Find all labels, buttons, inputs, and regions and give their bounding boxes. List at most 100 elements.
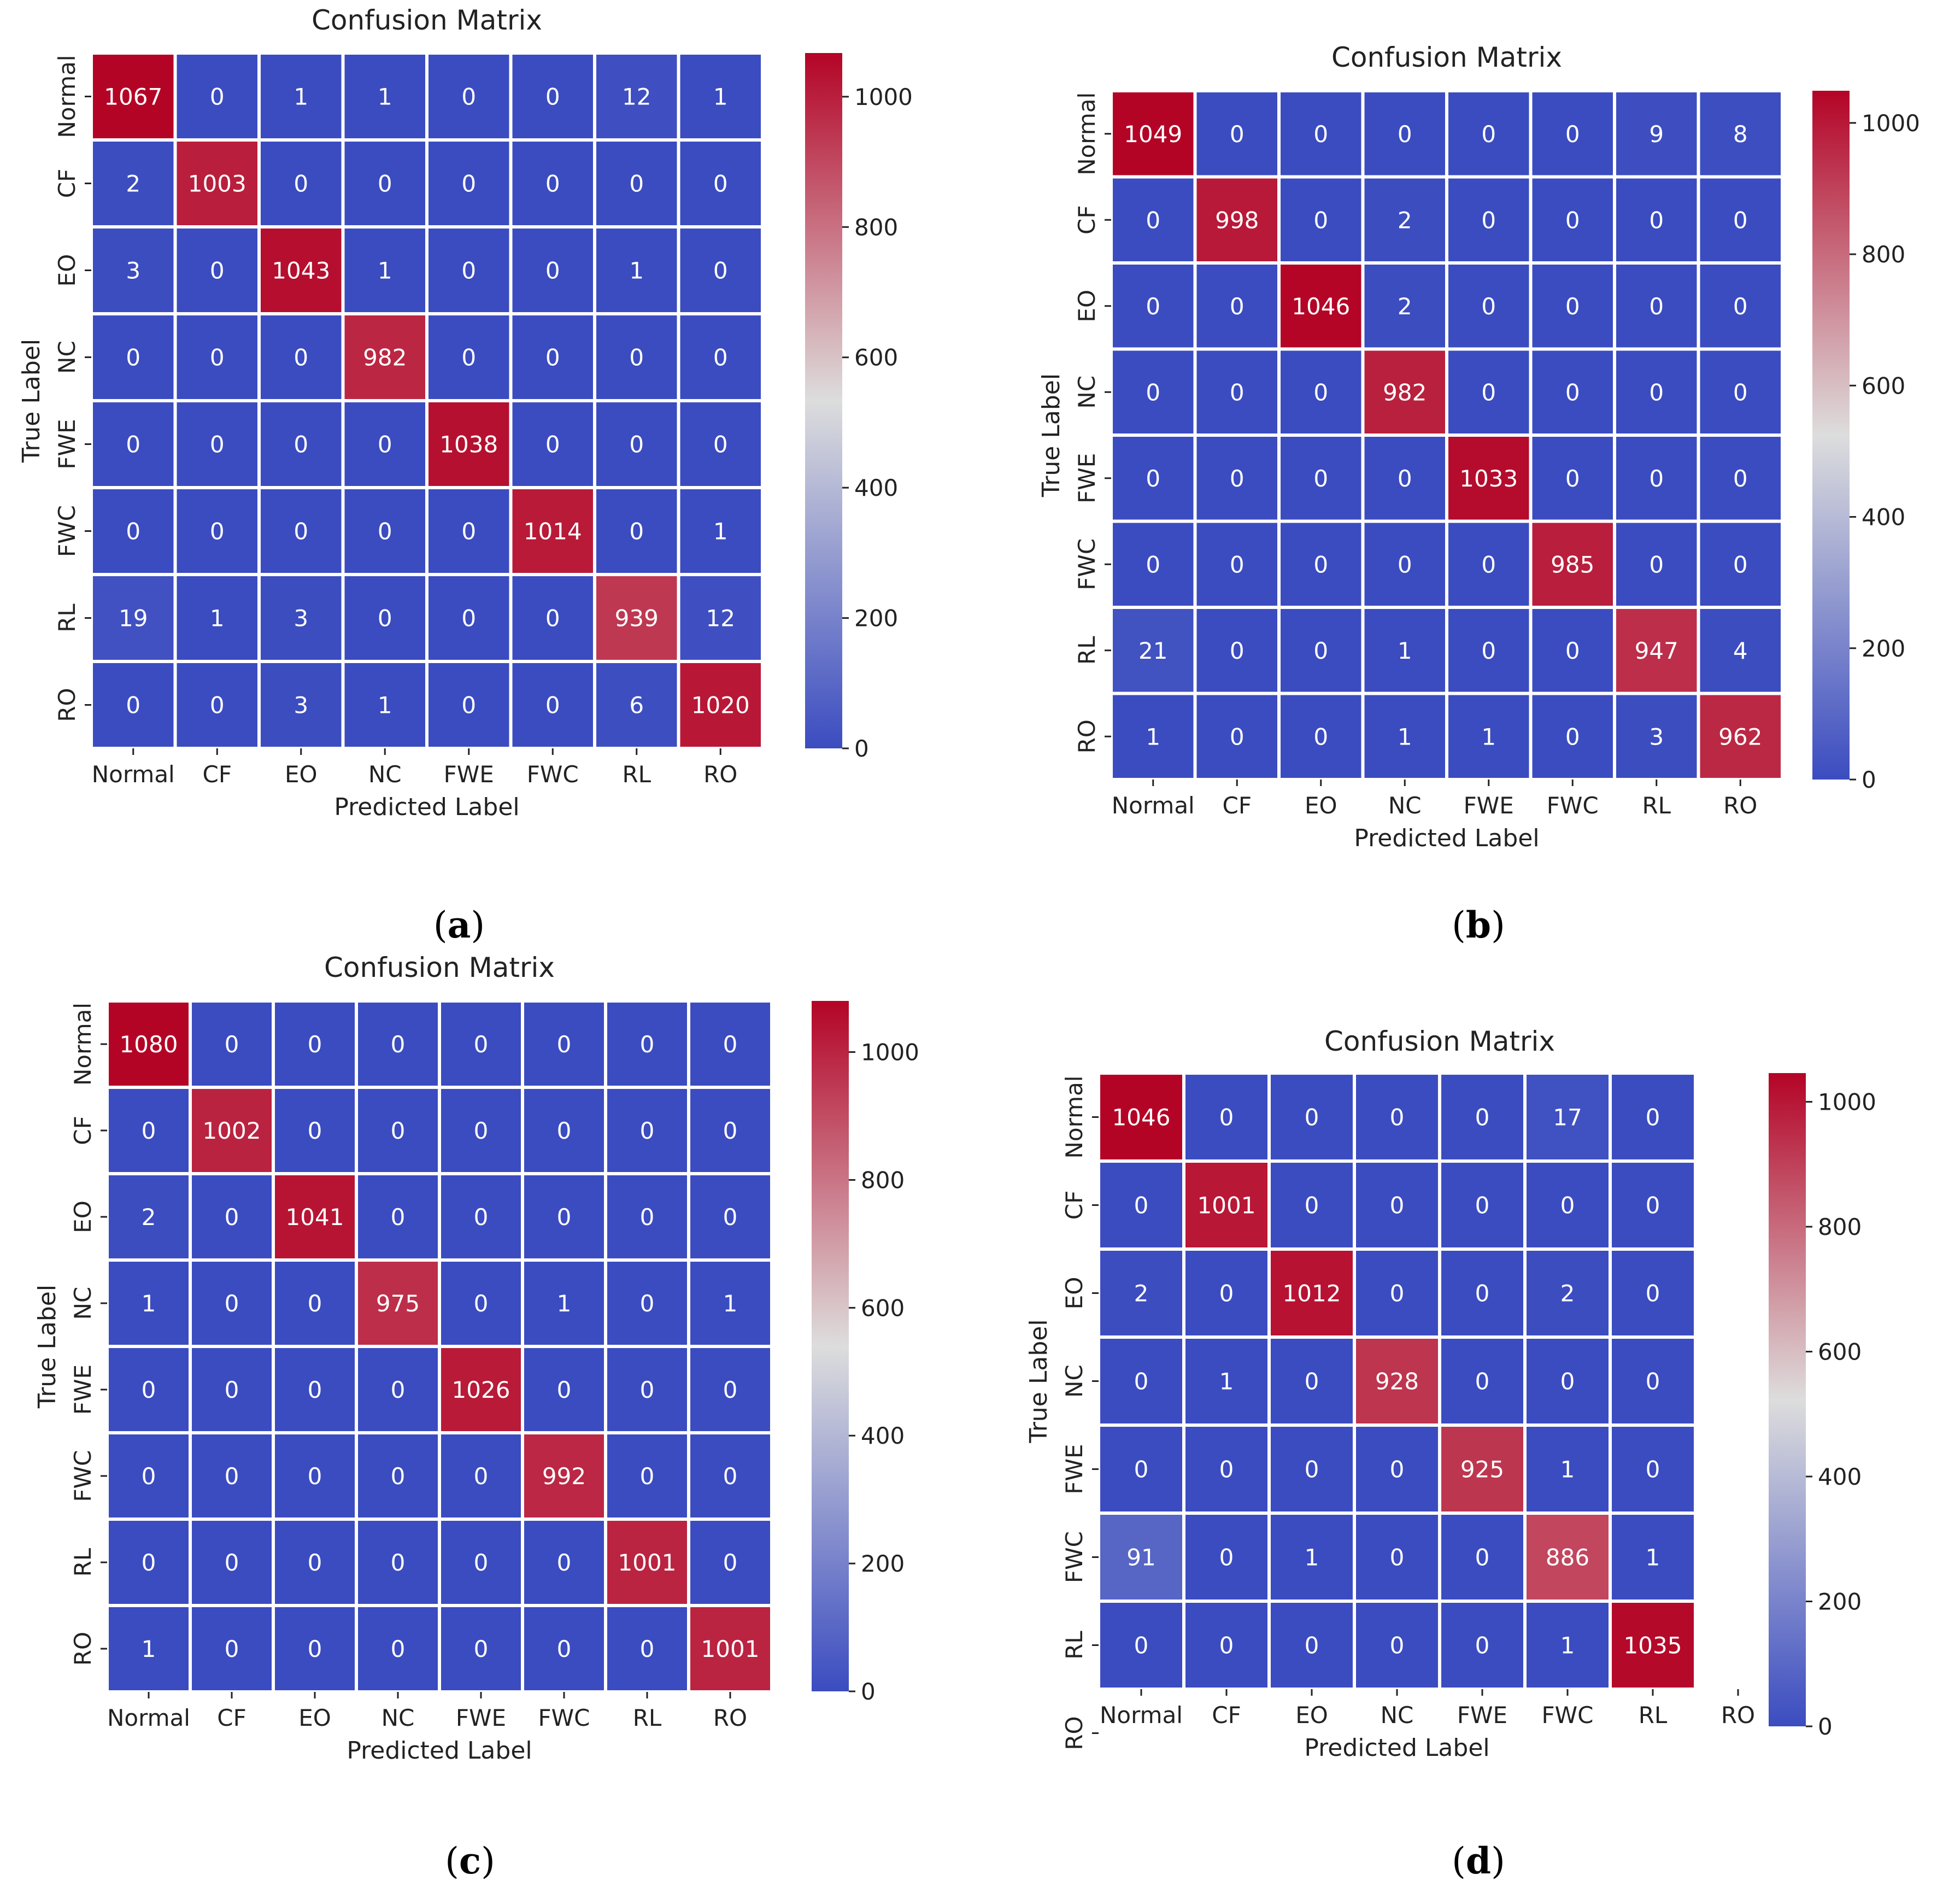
y-tick-label: Normal xyxy=(69,1003,96,1086)
cell-value: 0 xyxy=(142,1117,156,1144)
cell-value: 0 xyxy=(210,84,225,110)
y-tick-label: RL xyxy=(1073,636,1100,665)
cell-value: 1 xyxy=(1398,637,1412,664)
colorbar xyxy=(812,1001,849,1691)
matrix-cell xyxy=(1193,261,1281,351)
matrix-cell xyxy=(438,1345,524,1434)
cell-value: 1 xyxy=(294,84,308,110)
x-axis-label: Predicted Label xyxy=(347,1737,532,1765)
y-tick-label: RL xyxy=(69,1548,96,1577)
cell-value: 0 xyxy=(308,1549,322,1576)
x-tick-label: Normal xyxy=(92,761,175,788)
x-tick-label: EO xyxy=(1295,1702,1328,1729)
cell-value: 0 xyxy=(640,1117,655,1144)
cell-value: 0 xyxy=(474,1636,489,1662)
cell-value: 0 xyxy=(713,431,728,458)
x-tick-label: NC xyxy=(368,761,402,788)
y-tick-label: CF xyxy=(54,169,80,198)
matrix-cell xyxy=(1697,606,1784,695)
matrix-cell xyxy=(1267,1335,1356,1427)
matrix-cell xyxy=(604,1172,690,1262)
cell-value: 0 xyxy=(1230,465,1245,492)
cell-value: 0 xyxy=(640,1376,655,1403)
x-tick-label: RO xyxy=(703,761,737,788)
cell-value: 2 xyxy=(1560,1280,1575,1307)
matrix-cell xyxy=(509,573,596,663)
y-tick-label: EO xyxy=(1061,1277,1088,1310)
matrix-cell xyxy=(1613,692,1700,781)
cell-value: 1003 xyxy=(188,171,246,197)
matrix-cell xyxy=(1697,692,1784,781)
matrix-cell xyxy=(521,1258,607,1348)
cell-value: 0 xyxy=(308,1117,322,1144)
x-tick-label: NC xyxy=(381,1704,415,1731)
matrix-cell xyxy=(677,138,764,229)
cell-value: 1046 xyxy=(1112,1104,1171,1131)
matrix-cell xyxy=(1361,433,1448,523)
cell-value: 0 xyxy=(378,605,392,632)
cell-value: 0 xyxy=(461,692,476,719)
cell-value: 0 xyxy=(1305,1368,1319,1395)
matrix-cell xyxy=(425,660,513,750)
cell-value: 0 xyxy=(1230,293,1245,320)
cell-value: 0 xyxy=(629,431,644,458)
matrix-cell xyxy=(1438,1512,1527,1603)
colorbar-tick-label: 200 xyxy=(1818,1589,1862,1615)
cell-value: 0 xyxy=(1649,551,1664,578)
y-tick-label: CF xyxy=(69,1116,96,1145)
cell-value: 0 xyxy=(1565,637,1580,664)
matrix-cell xyxy=(105,1172,192,1262)
y-axis-label: True Label xyxy=(33,1285,61,1409)
matrix-cell xyxy=(341,138,429,229)
matrix-cell xyxy=(1182,1071,1271,1163)
cell-value: 0 xyxy=(1230,551,1245,578)
chart-title: Confusion Matrix xyxy=(312,4,542,36)
matrix-cell xyxy=(687,1172,773,1262)
matrix-cell xyxy=(105,999,192,1089)
panel-label: (d) xyxy=(1452,1839,1505,1882)
cell-value: 0 xyxy=(1305,1456,1319,1483)
matrix-cell xyxy=(355,1086,441,1175)
cell-value: 1 xyxy=(142,1636,156,1662)
cell-value: 0 xyxy=(1390,1544,1405,1571)
cell-value: 982 xyxy=(363,344,407,371)
cell-value: 0 xyxy=(1646,1192,1660,1219)
cell-value: 19 xyxy=(119,605,148,632)
cell-value: 0 xyxy=(1481,293,1496,320)
cell-value: 0 xyxy=(1146,465,1160,492)
cell-value: 0 xyxy=(461,518,476,545)
matrix-cell xyxy=(1613,519,1700,609)
cell-value: 0 xyxy=(474,1204,489,1231)
colorbar-tick-label: 0 xyxy=(1818,1713,1833,1740)
colorbar-tick-label: 1000 xyxy=(854,84,913,110)
matrix-cell xyxy=(355,999,441,1089)
y-tick-label: RO xyxy=(69,1632,96,1666)
cell-value: 0 xyxy=(225,1636,239,1662)
cell-value: 0 xyxy=(1390,1632,1405,1659)
cell-value: 0 xyxy=(1733,207,1748,233)
colorbar-tick-label: 200 xyxy=(861,1550,905,1577)
cell-value: 886 xyxy=(1546,1544,1589,1571)
cell-value: 1038 xyxy=(439,431,498,458)
cell-value: 0 xyxy=(1733,293,1748,320)
matrix-cell xyxy=(604,1258,690,1348)
cell-value: 1014 xyxy=(524,518,582,545)
colorbar-tick-label: 800 xyxy=(1862,241,1905,268)
matrix-cell xyxy=(593,225,680,315)
chart-title: Confusion Matrix xyxy=(1331,42,1562,73)
cell-value: 0 xyxy=(545,257,560,284)
cell-value: 0 xyxy=(1560,1192,1575,1219)
matrix-cell xyxy=(1697,519,1784,609)
colorbar-tick-label: 1000 xyxy=(861,1039,919,1066)
cell-value: 0 xyxy=(126,431,140,458)
cell-value: 0 xyxy=(723,1463,738,1490)
cell-value: 0 xyxy=(391,1204,406,1231)
matrix-cell xyxy=(425,486,513,576)
cell-value: 0 xyxy=(1313,121,1328,148)
cell-value: 0 xyxy=(1313,379,1328,406)
cell-value: 12 xyxy=(622,84,651,110)
matrix-cell xyxy=(1438,1600,1527,1691)
cell-value: 3 xyxy=(1649,723,1664,750)
matrix-cell xyxy=(341,225,429,315)
